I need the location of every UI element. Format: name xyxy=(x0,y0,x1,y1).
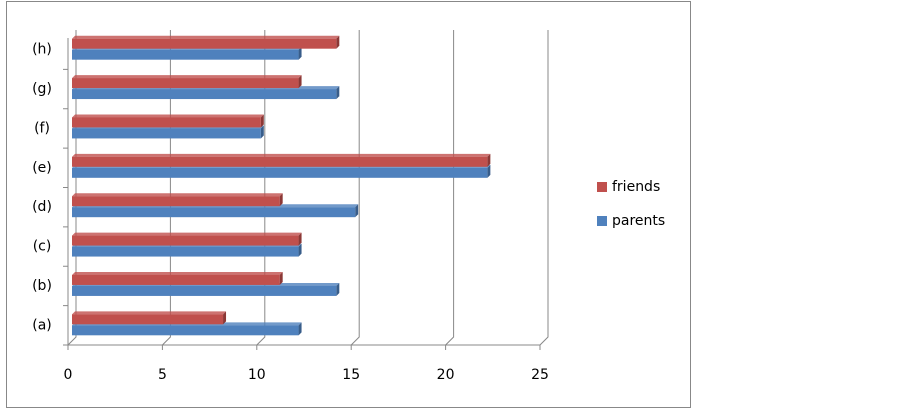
bar-top xyxy=(72,35,340,39)
bar xyxy=(72,246,299,257)
y-tick-label: (g) xyxy=(32,81,52,97)
bar-top xyxy=(72,114,264,118)
bar-side xyxy=(279,271,283,285)
y-tick-label: (c) xyxy=(33,239,52,255)
bar-side xyxy=(336,282,340,296)
y-tick-label: (e) xyxy=(32,160,52,176)
bar xyxy=(72,156,488,167)
grid-line xyxy=(539,30,549,346)
grid-line xyxy=(445,30,455,346)
x-tick-label: 10 xyxy=(248,367,266,383)
y-tick-label: (h) xyxy=(32,42,52,58)
bar-side xyxy=(355,204,359,218)
y-tick-label: (b) xyxy=(32,278,52,294)
y-tick-label: (a) xyxy=(32,317,52,333)
bar-side xyxy=(279,193,283,207)
x-tick-label: 20 xyxy=(437,367,455,383)
x-tick-label: 0 xyxy=(64,367,73,383)
legend-label: parents xyxy=(612,213,665,229)
bar-top xyxy=(72,311,227,315)
bar xyxy=(72,78,299,89)
grid-line xyxy=(350,30,360,346)
bar xyxy=(72,235,299,246)
bar-top xyxy=(72,232,302,236)
bar xyxy=(72,38,337,49)
legend-swatch xyxy=(597,216,607,226)
bar-side xyxy=(298,46,302,60)
bar-side xyxy=(260,114,264,128)
bar-side xyxy=(260,125,264,139)
y-tick-label: (f) xyxy=(34,120,50,136)
bar xyxy=(72,274,280,285)
bar-side xyxy=(223,311,227,325)
bar xyxy=(72,314,224,325)
bar xyxy=(72,196,280,207)
legend-label: friends xyxy=(612,179,660,195)
bar-side xyxy=(298,75,302,89)
bar xyxy=(72,325,299,336)
bar-top xyxy=(72,75,302,79)
bar xyxy=(72,207,356,218)
bar xyxy=(72,49,299,60)
bar-side xyxy=(336,86,340,100)
bar-top xyxy=(72,193,283,197)
grid-line xyxy=(256,30,266,346)
bar-side xyxy=(336,35,340,49)
bar-side xyxy=(487,164,491,178)
legend-swatch xyxy=(597,182,607,192)
bar-side xyxy=(487,153,491,167)
bar xyxy=(72,285,337,296)
bar xyxy=(72,167,488,178)
x-tick-label: 15 xyxy=(342,367,360,383)
bar xyxy=(72,89,337,100)
bar xyxy=(72,117,261,128)
bar-top xyxy=(72,271,283,275)
x-tick-label: 5 xyxy=(158,367,167,383)
bar-side xyxy=(298,243,302,257)
x-tick-label: 25 xyxy=(531,367,549,383)
bar-top xyxy=(72,153,491,157)
bar-side xyxy=(298,322,302,336)
bar-side xyxy=(298,232,302,246)
bar xyxy=(72,128,261,139)
y-tick-label: (d) xyxy=(32,199,52,215)
